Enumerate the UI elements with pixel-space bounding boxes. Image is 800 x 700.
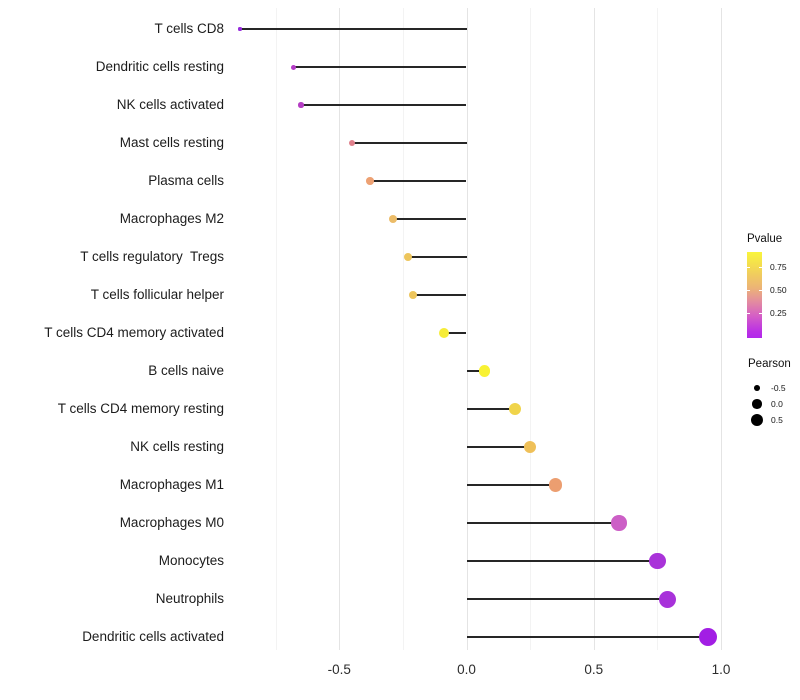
data-point: [548, 478, 563, 492]
pearson-legend-dot: [752, 399, 762, 409]
minor-gridline: [275, 8, 277, 650]
lollipop-stem: [392, 218, 467, 220]
lollipop-stem: [466, 370, 485, 372]
minor-gridline: [402, 8, 404, 650]
lollipop-stem: [369, 180, 467, 182]
pearson-legend-label: 0.5: [771, 414, 783, 425]
lollipop-stem: [466, 636, 709, 638]
y-axis-label: Monocytes: [158, 553, 224, 568]
lollipop-stem: [466, 522, 620, 524]
pvalue-legend-title: Pvalue: [747, 233, 783, 245]
data-point: [649, 552, 666, 570]
data-point: [508, 402, 521, 416]
pearson-legend-title: Pearson: [748, 358, 791, 370]
gradient-tick: [747, 313, 750, 314]
data-point: [348, 139, 356, 147]
data-point: [659, 590, 677, 608]
y-axis-label: NK cells resting: [130, 439, 224, 454]
y-axis-label: T cells regulatory Tregs: [80, 249, 224, 264]
y-axis-label: Macrophages M2: [119, 211, 224, 226]
lollipop-stem: [413, 294, 467, 296]
gradient-tick: [759, 313, 762, 314]
data-point: [388, 214, 397, 224]
minor-gridline: [530, 8, 532, 650]
x-axis-tick-label: 0.5: [584, 662, 604, 677]
data-point: [699, 627, 718, 647]
y-axis-label: Dendritic cells activated: [82, 629, 224, 644]
y-axis-label: T cells CD4 memory resting: [57, 401, 224, 416]
data-point: [403, 252, 413, 262]
y-axis-label: Mast cells resting: [119, 135, 224, 150]
lollipop-stem: [293, 66, 467, 68]
pearson-legend-label: 0.0: [771, 398, 783, 409]
gradient-tick: [759, 267, 762, 268]
lollipop-stem: [240, 28, 467, 30]
lollipop-stem: [466, 484, 556, 486]
pvalue-tick-label: 0.50: [770, 285, 787, 295]
major-gridline: [339, 8, 341, 650]
data-point: [408, 290, 418, 300]
pearson-legend-dot: [754, 385, 760, 391]
pvalue-tick-label: 0.25: [770, 308, 787, 318]
y-axis-label: Neutrophils: [155, 591, 224, 606]
data-point: [298, 102, 304, 108]
y-axis-label: Plasma cells: [148, 173, 224, 188]
data-point: [238, 27, 242, 31]
data-point: [438, 328, 449, 338]
lollipop-stem: [466, 446, 531, 448]
lollipop-stem: [301, 104, 467, 106]
data-point: [611, 515, 627, 531]
lollipop-stem: [443, 332, 467, 334]
gradient-tick: [747, 267, 750, 268]
data-point: [366, 177, 374, 185]
pearson-legend-dot: [750, 413, 764, 427]
data-point: [478, 365, 490, 377]
y-axis-label: T cells follicular helper: [90, 287, 224, 302]
y-axis-label: NK cells activated: [116, 97, 224, 112]
major-gridline: [721, 8, 722, 650]
pvalue-legend: Pvalue 0.75 0.50 0.25: [747, 233, 800, 338]
lollipop-stem: [466, 560, 658, 562]
major-gridline: [593, 8, 595, 650]
y-axis-label: T cells CD8: [154, 21, 224, 36]
y-axis-label: T cells CD4 memory activated: [44, 325, 224, 340]
lollipop-stem: [466, 598, 668, 600]
gradient-tick: [759, 290, 762, 291]
pvalue-tick-label: 0.75: [770, 262, 787, 272]
y-axis-label: B cells naive: [148, 363, 224, 378]
minor-gridline: [657, 8, 659, 650]
y-axis-label: Macrophages M0: [119, 515, 224, 530]
x-axis-tick-label: 0.0: [457, 662, 476, 677]
lollipop-stem: [408, 256, 467, 258]
pearson-legend: Pearson -0.5 0.0 0.5: [748, 358, 800, 427]
data-point: [523, 440, 537, 454]
pearson-legend-label: -0.5: [771, 382, 786, 393]
y-axis-label: Macrophages M1: [119, 477, 224, 492]
lollipop-stem: [352, 142, 467, 144]
data-point: [290, 64, 296, 70]
y-axis-label: Dendritic cells resting: [95, 59, 224, 74]
major-gridline: [466, 8, 468, 650]
lollipop-stem: [466, 408, 515, 410]
gradient-tick: [747, 290, 750, 291]
x-axis-tick-label: -0.5: [327, 662, 351, 677]
x-axis-tick-label: 1.0: [711, 662, 731, 677]
pvalue-gradient-bar: [747, 252, 762, 338]
